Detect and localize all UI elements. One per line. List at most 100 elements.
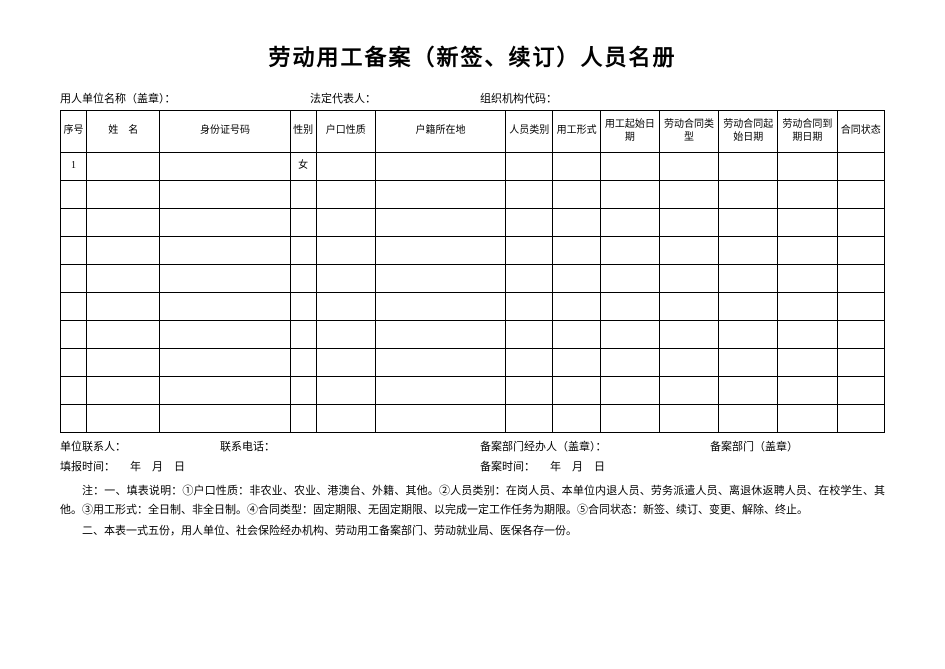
cell xyxy=(837,405,884,433)
col-hukou-location: 户籍所在地 xyxy=(375,111,505,153)
fill-time-label: 填报时间： xyxy=(60,459,130,477)
cell xyxy=(837,209,884,237)
cell xyxy=(160,293,290,321)
note-line-1: 注：一、填表说明：①户口性质：非农业、农业、港澳台、外籍、其他。②人员类别：在岗… xyxy=(60,482,885,519)
cell xyxy=(659,349,718,377)
cell xyxy=(553,349,600,377)
cell xyxy=(719,181,778,209)
col-employment-start: 用工起始日期 xyxy=(600,111,659,153)
footer-block: 单位联系人： 联系电话： 备案部门经办人（盖章）： 备案部门（盖章） 填报时间：… xyxy=(60,439,885,476)
cell xyxy=(837,377,884,405)
cell xyxy=(506,265,553,293)
cell xyxy=(719,293,778,321)
cell xyxy=(375,265,505,293)
cell xyxy=(160,265,290,293)
cell xyxy=(61,237,87,265)
cell xyxy=(160,377,290,405)
cell xyxy=(87,153,160,181)
cell xyxy=(316,153,375,181)
cell xyxy=(659,321,718,349)
org-code-field: 组织机构代码： xyxy=(480,90,557,106)
cell xyxy=(506,377,553,405)
cell xyxy=(553,209,600,237)
cell xyxy=(600,181,659,209)
cell xyxy=(160,349,290,377)
cell xyxy=(375,349,505,377)
cell xyxy=(659,265,718,293)
cell xyxy=(290,293,316,321)
cell xyxy=(316,405,375,433)
cell xyxy=(290,321,316,349)
table-row xyxy=(61,377,885,405)
cell xyxy=(659,181,718,209)
cell xyxy=(87,293,160,321)
cell xyxy=(506,153,553,181)
cell xyxy=(290,181,316,209)
col-index: 序号 xyxy=(61,111,87,153)
cell xyxy=(553,405,600,433)
cell xyxy=(375,293,505,321)
contact-field: 单位联系人： xyxy=(60,439,220,457)
cell xyxy=(87,405,160,433)
cell xyxy=(837,349,884,377)
cell xyxy=(719,405,778,433)
cell xyxy=(316,265,375,293)
cell xyxy=(87,209,160,237)
cell xyxy=(553,321,600,349)
cell xyxy=(719,153,778,181)
cell xyxy=(290,377,316,405)
table-row xyxy=(61,349,885,377)
cell xyxy=(87,181,160,209)
cell xyxy=(778,321,837,349)
cell xyxy=(316,293,375,321)
cell xyxy=(778,209,837,237)
file-time-label: 备案时间： xyxy=(480,459,550,477)
cell xyxy=(837,181,884,209)
col-contract-type: 劳动合同类型 xyxy=(659,111,718,153)
cell xyxy=(375,237,505,265)
cell xyxy=(719,377,778,405)
cell xyxy=(778,181,837,209)
file-time-date: 年 月 日 xyxy=(550,459,605,477)
cell xyxy=(506,237,553,265)
cell xyxy=(659,209,718,237)
cell xyxy=(290,405,316,433)
cell xyxy=(778,237,837,265)
table-row xyxy=(61,237,885,265)
cell xyxy=(61,405,87,433)
cell xyxy=(553,293,600,321)
cell xyxy=(87,377,160,405)
cell xyxy=(61,209,87,237)
cell xyxy=(61,293,87,321)
cell xyxy=(553,181,600,209)
cell xyxy=(160,405,290,433)
notes-block: 注：一、填表说明：①户口性质：非农业、农业、港澳台、外籍、其他。②人员类别：在岗… xyxy=(60,482,885,540)
footer-row-1: 单位联系人： 联系电话： 备案部门经办人（盖章）： 备案部门（盖章） xyxy=(60,439,885,457)
cell xyxy=(506,293,553,321)
cell xyxy=(87,265,160,293)
cell xyxy=(316,181,375,209)
cell xyxy=(506,181,553,209)
col-name: 姓 名 xyxy=(87,111,160,153)
cell: 女 xyxy=(290,153,316,181)
cell xyxy=(160,153,290,181)
employer-name-field: 用人单位名称（盖章）： xyxy=(60,90,310,106)
cell xyxy=(506,405,553,433)
cell xyxy=(316,209,375,237)
header-row: 用人单位名称（盖章）： 法定代表人： 组织机构代码： xyxy=(60,90,885,106)
cell xyxy=(719,209,778,237)
cell xyxy=(290,209,316,237)
cell xyxy=(659,405,718,433)
cell xyxy=(600,209,659,237)
cell xyxy=(506,209,553,237)
cell xyxy=(87,321,160,349)
cell xyxy=(290,349,316,377)
cell xyxy=(375,377,505,405)
cell xyxy=(316,377,375,405)
cell xyxy=(600,405,659,433)
cell xyxy=(61,377,87,405)
cell xyxy=(778,377,837,405)
cell xyxy=(778,265,837,293)
cell xyxy=(719,265,778,293)
cell xyxy=(719,349,778,377)
